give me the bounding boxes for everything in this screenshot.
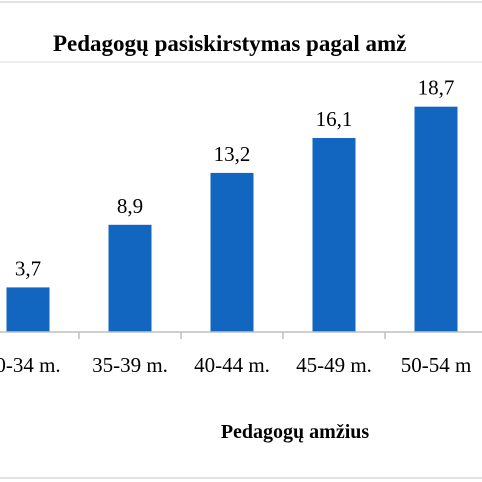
data-label-4: 18,7: [418, 76, 455, 100]
bar-3: [312, 138, 356, 332]
x-tick-marks: [78, 332, 386, 339]
data-label-3: 16,1: [316, 107, 353, 131]
data-label-1: 8,9: [117, 194, 143, 218]
x-tick-label-2: 40-44 m.: [194, 353, 270, 377]
x-tick-label-4: 50-54 m: [401, 353, 472, 377]
x-tick-label-3: 45-49 m.: [296, 353, 372, 377]
x-tick-label-1: 35-39 m.: [92, 353, 168, 377]
bar-0: [6, 287, 50, 332]
chart-title: Pedagogų pasiskirstymas pagal amž: [53, 31, 406, 56]
x-tick-label-0: 0-34 m.: [0, 353, 61, 377]
data-labels-group: 3,7 8,9 13,2 16,1 18,7: [15, 76, 455, 281]
data-label-0: 3,7: [15, 256, 41, 280]
x-axis-title: Pedagogų amžius: [221, 421, 370, 443]
data-label-2: 13,2: [214, 142, 251, 166]
bar-1: [108, 224, 152, 332]
bars-group: [6, 106, 458, 332]
x-tick-labels: 0-34 m. 35-39 m. 40-44 m. 45-49 m. 50-54 m: [0, 353, 471, 377]
bar-4: [414, 106, 458, 332]
bar-2: [210, 172, 254, 332]
